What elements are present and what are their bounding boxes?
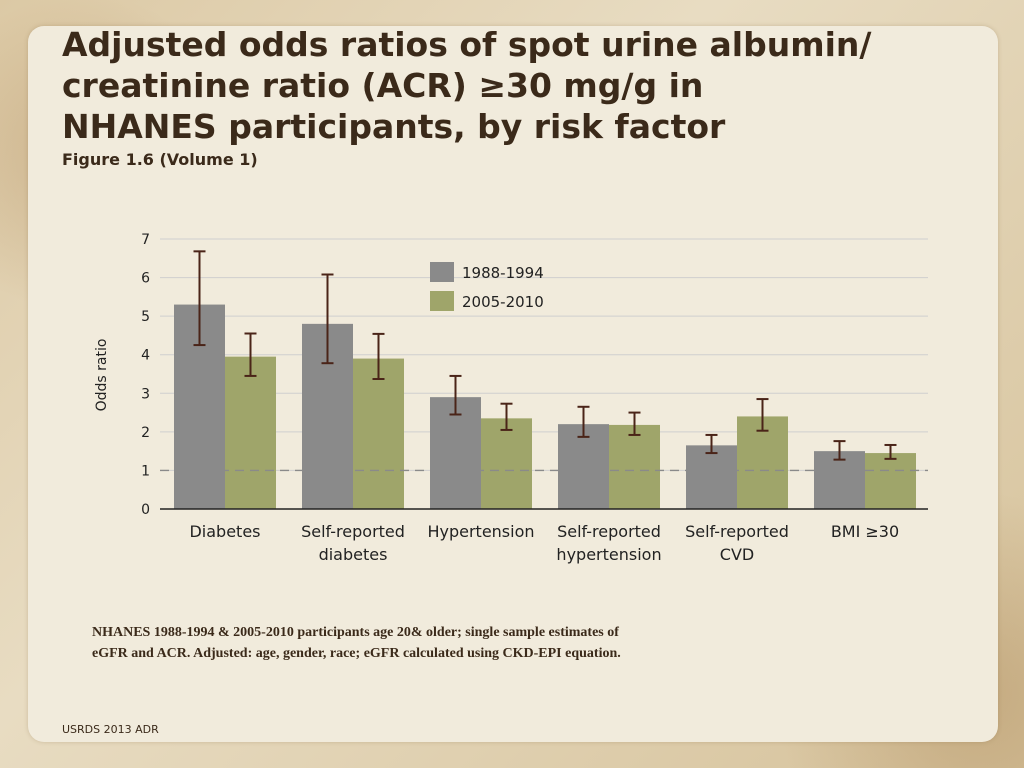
y-tick-label: 3: [141, 386, 150, 402]
footnote: NHANES 1988-1994 & 2005-2010 participant…: [92, 625, 621, 661]
legend-swatch: [430, 262, 454, 282]
bar: [225, 356, 276, 509]
bar: [737, 416, 788, 509]
category-label: Self-reported hypertension: [556, 522, 661, 564]
category-label: Self-reported diabetes: [301, 522, 405, 564]
y-tick-label: 1: [141, 463, 150, 479]
legend: 1988-1994 2005-2010: [430, 262, 544, 311]
source-footer: USRDS 2013 ADR: [62, 723, 159, 736]
bar: [609, 424, 660, 509]
y-tick-label: 0: [141, 502, 150, 518]
category-label-line: Diabetes: [189, 522, 260, 541]
category-label-line: BMI ≥30: [831, 522, 899, 541]
bar: [814, 451, 865, 509]
y-axis-ticks: 0 1 2 3 4 5 6 7: [141, 232, 150, 518]
category-label-line: diabetes: [319, 545, 388, 564]
y-axis-label: Odds ratio: [94, 339, 110, 412]
y-tick-label: 6: [141, 271, 150, 287]
category-label-line: CVD: [720, 545, 754, 564]
y-tick-label: 2: [141, 425, 150, 441]
figure-subtitle: Figure 1.6 (Volume 1): [62, 150, 258, 169]
bar: [353, 358, 404, 509]
legend-swatch: [430, 291, 454, 311]
category-label: Self-reported CVD: [685, 522, 789, 564]
y-tick-label: 5: [141, 309, 150, 325]
category-label: Hypertension: [427, 522, 534, 541]
legend-label: 1988-1994: [462, 264, 544, 282]
category-label-line: hypertension: [556, 545, 661, 564]
bar: [865, 453, 916, 509]
y-tick-label: 7: [141, 232, 150, 248]
category-label: Diabetes: [189, 522, 260, 541]
bar: [558, 424, 609, 509]
bars: [174, 304, 916, 509]
bar: [481, 418, 532, 509]
category-label-line: Self-reported: [685, 522, 789, 541]
category-label-line: Hypertension: [427, 522, 534, 541]
category-label-line: Self-reported: [301, 522, 405, 541]
legend-label: 2005-2010: [462, 293, 544, 311]
bar: [686, 445, 737, 509]
slide-title: Adjusted odds ratios of spot urine album…: [62, 25, 872, 146]
error-bars: [193, 250, 897, 461]
category-label: BMI ≥30: [831, 522, 899, 541]
y-tick-label: 4: [141, 348, 150, 364]
bar: [430, 397, 481, 509]
grid-lines: [160, 238, 928, 471]
category-label-line: Self-reported: [557, 522, 661, 541]
category-labels: Diabetes Self-reported diabetes Hypertensio…: [189, 522, 899, 564]
odds-ratio-chart: 0 1 2 3 4 5 6 7 Odds ratio Diabetes Self-reporte…: [94, 232, 928, 564]
